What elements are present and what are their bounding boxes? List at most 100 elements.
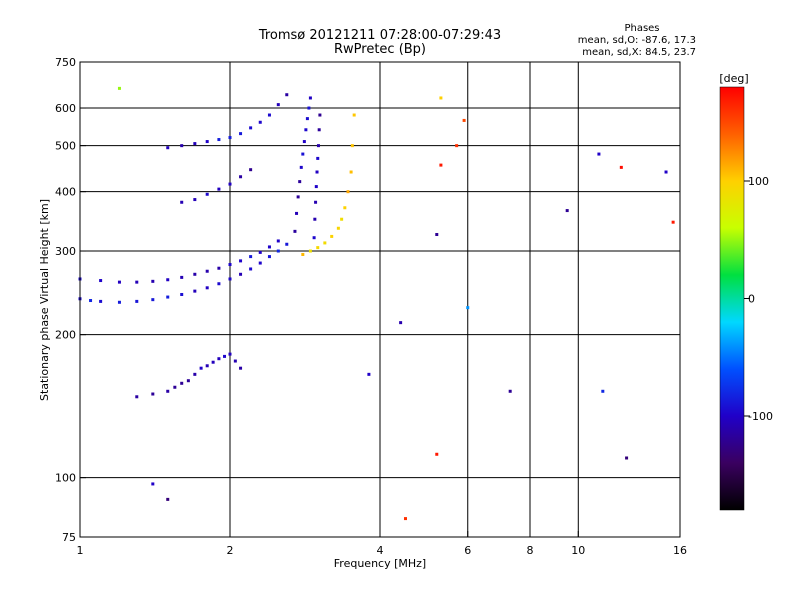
data-point xyxy=(249,267,253,271)
data-point xyxy=(619,165,623,169)
data-point xyxy=(276,249,280,253)
data-point xyxy=(193,289,197,293)
data-point xyxy=(565,209,569,213)
y-tick-label: 600 xyxy=(55,102,76,115)
data-point xyxy=(597,152,601,156)
data-point xyxy=(205,140,209,144)
y-axis-label: Stationary phase Virtual Height [km] xyxy=(38,199,51,401)
data-point xyxy=(350,144,354,148)
data-point xyxy=(249,126,253,130)
data-point xyxy=(211,360,215,364)
y-tick-label: 400 xyxy=(55,186,76,199)
x-tick-label: 1 xyxy=(77,544,84,557)
data-point xyxy=(151,482,155,486)
data-point xyxy=(293,229,297,233)
data-point xyxy=(233,359,237,363)
data-point xyxy=(352,113,356,117)
data-point xyxy=(316,144,320,148)
data-point xyxy=(173,385,177,389)
data-point xyxy=(166,389,170,393)
data-point xyxy=(258,250,262,254)
data-point xyxy=(117,86,121,90)
data-point xyxy=(308,249,312,253)
data-point xyxy=(455,144,459,148)
data-point xyxy=(625,456,629,460)
colorbar-ticks: 100 0 -100 xyxy=(744,175,773,423)
y-axis-ticks: 75 100 200 300 400 500 600 750 xyxy=(55,56,86,544)
data-point xyxy=(135,395,139,399)
data-point xyxy=(267,245,271,249)
data-point xyxy=(166,497,170,501)
data-point xyxy=(313,217,317,221)
data-point xyxy=(267,255,271,259)
data-point xyxy=(307,106,311,110)
x-tick-label: 2 xyxy=(227,544,234,557)
data-point xyxy=(267,113,271,117)
y-tick-label: 300 xyxy=(55,245,76,258)
data-points xyxy=(78,86,675,521)
data-point xyxy=(399,321,403,325)
data-point xyxy=(315,170,319,174)
colorbar-tick-label: 0 xyxy=(748,293,755,306)
y-tick-label: 750 xyxy=(55,56,76,69)
data-point xyxy=(298,180,302,184)
data-point xyxy=(135,299,139,303)
y-tick-label: 200 xyxy=(55,329,76,342)
data-point xyxy=(193,372,197,376)
data-point xyxy=(166,295,170,299)
data-point xyxy=(89,299,93,303)
data-point xyxy=(318,113,322,117)
data-point xyxy=(217,138,221,142)
data-point xyxy=(239,175,243,179)
data-point xyxy=(151,279,155,283)
data-point xyxy=(228,263,232,267)
data-point xyxy=(330,234,334,238)
data-point xyxy=(316,246,320,250)
data-point xyxy=(186,379,190,383)
data-point xyxy=(466,306,470,310)
data-point xyxy=(671,220,675,224)
data-point xyxy=(308,96,312,100)
data-point xyxy=(193,198,197,202)
data-point xyxy=(239,366,243,370)
data-point xyxy=(314,200,318,204)
y-tick-label: 75 xyxy=(62,531,76,544)
colorbar-tick-label: -100 xyxy=(748,410,773,423)
x-axis-ticks: 1 2 4 6 8 10 16 xyxy=(77,531,687,557)
data-point xyxy=(239,132,243,136)
data-point xyxy=(435,452,439,456)
data-point xyxy=(117,300,121,304)
data-point xyxy=(151,392,155,396)
data-point xyxy=(664,170,668,174)
stats-heading: Phases xyxy=(624,23,659,34)
data-point xyxy=(285,242,289,246)
data-point xyxy=(343,206,347,210)
data-point xyxy=(228,277,232,281)
data-point xyxy=(462,118,466,122)
data-point xyxy=(228,182,232,186)
x-tick-label: 4 xyxy=(377,544,384,557)
chart-title: Tromsø 20121211 07:28:00-07:29:43 xyxy=(258,28,501,43)
data-point xyxy=(205,192,209,196)
data-point xyxy=(299,165,303,169)
data-point xyxy=(180,144,184,148)
data-point xyxy=(193,272,197,276)
data-point xyxy=(217,266,221,270)
y-tick-label: 500 xyxy=(55,140,76,153)
data-point xyxy=(166,278,170,282)
data-point xyxy=(301,152,305,156)
data-point xyxy=(205,364,209,368)
data-point xyxy=(439,96,443,100)
colorbar-tick-label: 100 xyxy=(748,175,769,188)
data-point xyxy=(180,381,184,385)
data-point xyxy=(349,170,353,174)
data-point xyxy=(312,236,316,240)
colorbar xyxy=(719,86,745,511)
x-tick-label: 16 xyxy=(673,544,687,557)
data-point xyxy=(117,280,121,284)
data-point xyxy=(439,163,443,167)
data-point xyxy=(276,239,280,243)
data-point xyxy=(435,233,439,237)
data-point xyxy=(317,128,321,132)
data-point xyxy=(199,366,203,370)
